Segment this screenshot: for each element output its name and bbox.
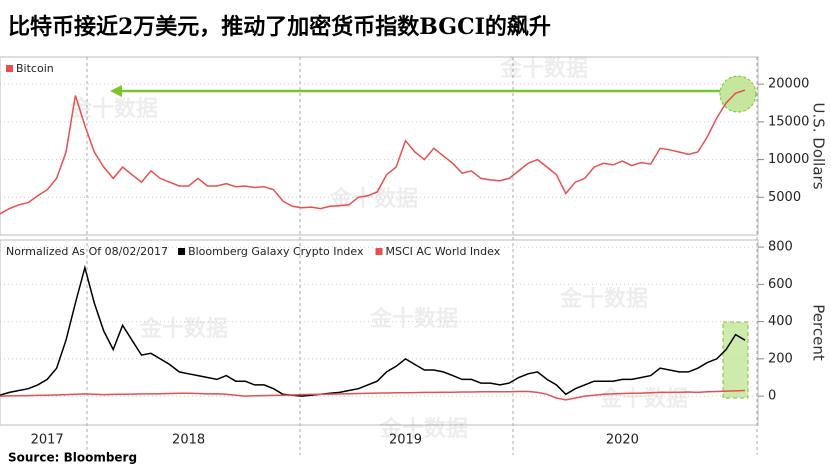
x-tick-label: 2018 [172,433,205,448]
legend-label: Bitcoin [16,62,54,75]
watermark: 金十数据 [599,386,688,412]
y-axis-label: Percent [810,304,828,361]
legend-subtitle: Normalized As Of 08/02/2017 [6,245,168,258]
y-axis-label: U.S. Dollars [810,102,828,189]
watermark: 金十数据 [559,286,648,312]
y-tick-label: 20000 [768,77,809,92]
watermark: 金十数据 [499,56,588,82]
panel-frame [0,56,759,236]
series-line [0,264,746,397]
year-separators [86,57,758,455]
watermark: 金十数据 [69,96,158,122]
x-tick-label: 2020 [606,433,639,448]
watermark: 金十数据 [139,316,228,342]
y-tick-label: 5000 [768,190,801,205]
x-tick-label: 2019 [389,433,422,448]
series-line [0,89,746,215]
legend-label: MSCI AC World Index [386,245,501,258]
watermark: 金十数据 [379,416,468,442]
y-tick-label: 10000 [768,152,809,167]
y-tick-label: 200 [768,351,793,366]
legend-swatch [375,248,383,255]
y-tick-label: 15000 [768,114,809,129]
source: Source: Bloomberg [8,451,137,465]
legend-swatch [6,65,13,72]
y-tick-label: 800 [768,240,793,255]
series-line [0,389,746,401]
legend-label: Bloomberg Galaxy Crypto Index [188,245,364,258]
x-tick-label: 2017 [31,433,64,448]
watermark: 金十数据 [329,186,418,212]
annotation [110,75,757,399]
watermark: 金十数据 [369,306,458,332]
y-tick-label: 600 [768,277,793,292]
chart-title: 比特币接近2万美元，推动了加密货币指数BGCI的飙升 [8,14,551,40]
y-tick-label: 0 [768,389,776,404]
panel-frame [0,239,759,426]
y-tick-label: 400 [768,314,793,329]
legend-swatch [178,248,186,255]
